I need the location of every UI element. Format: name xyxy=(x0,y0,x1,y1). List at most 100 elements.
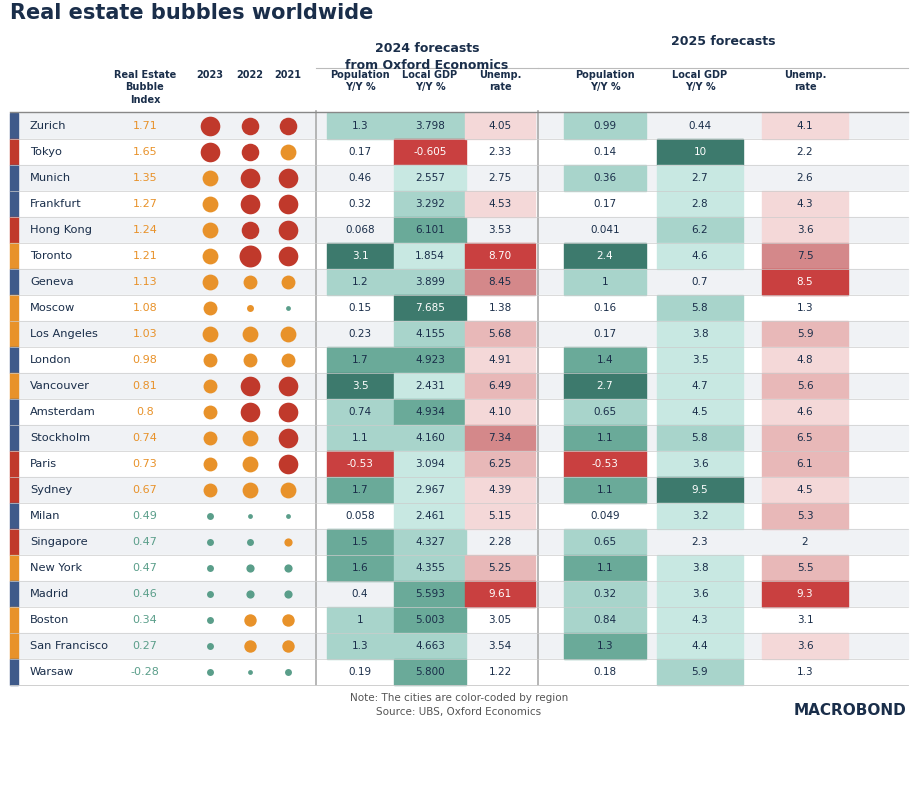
Bar xyxy=(657,477,743,503)
Text: Local GDP
Y/Y %: Local GDP Y/Y % xyxy=(402,70,457,93)
Text: 5.800: 5.800 xyxy=(415,667,445,677)
Bar xyxy=(327,399,394,425)
Point xyxy=(281,223,296,236)
Text: London: London xyxy=(30,355,72,365)
Point xyxy=(242,172,257,184)
Bar xyxy=(564,269,646,295)
Bar xyxy=(564,113,646,139)
Text: 6.2: 6.2 xyxy=(691,225,709,235)
Bar xyxy=(18,321,908,347)
Text: 0.15: 0.15 xyxy=(349,303,372,313)
Text: 2.7: 2.7 xyxy=(691,173,709,183)
Bar xyxy=(657,295,743,321)
Text: Real Estate
Bubble
Index: Real Estate Bubble Index xyxy=(114,70,176,105)
Point xyxy=(203,562,218,575)
Point xyxy=(281,640,296,653)
Text: 1.2: 1.2 xyxy=(352,277,368,287)
Text: Toronto: Toronto xyxy=(30,251,73,261)
Text: 1.3: 1.3 xyxy=(352,121,368,131)
Bar xyxy=(18,503,908,529)
Point xyxy=(203,432,218,444)
Text: 0.73: 0.73 xyxy=(132,459,157,469)
Text: 0.47: 0.47 xyxy=(132,563,158,573)
Text: 0.17: 0.17 xyxy=(593,329,617,339)
Text: Milan: Milan xyxy=(30,511,61,521)
Bar xyxy=(657,425,743,451)
Text: New York: New York xyxy=(30,563,82,573)
Bar xyxy=(10,425,18,451)
Point xyxy=(203,354,218,366)
Point xyxy=(281,198,296,211)
Text: 0.74: 0.74 xyxy=(132,433,158,443)
Bar xyxy=(18,243,908,269)
Text: 1.08: 1.08 xyxy=(132,303,157,313)
Bar xyxy=(394,399,466,425)
Bar xyxy=(18,165,908,191)
Text: 0.32: 0.32 xyxy=(349,199,372,209)
Bar xyxy=(18,555,908,581)
Text: 8.70: 8.70 xyxy=(488,251,511,261)
Point xyxy=(203,640,218,653)
Point xyxy=(203,405,218,418)
Bar xyxy=(394,373,466,399)
Point xyxy=(281,145,296,158)
Bar xyxy=(394,529,466,555)
Text: 0.058: 0.058 xyxy=(345,511,375,521)
Text: Munich: Munich xyxy=(30,173,71,183)
Point xyxy=(203,510,218,523)
Text: 4.355: 4.355 xyxy=(415,563,445,573)
Point xyxy=(203,666,218,678)
Text: 4.6: 4.6 xyxy=(691,251,709,261)
Bar xyxy=(465,581,535,607)
Text: 8.5: 8.5 xyxy=(797,277,813,287)
Bar xyxy=(465,373,535,399)
Bar xyxy=(10,295,18,321)
Bar xyxy=(564,165,646,191)
Text: 4.6: 4.6 xyxy=(797,407,813,417)
Bar xyxy=(564,555,646,581)
Text: 3.2: 3.2 xyxy=(691,511,709,521)
Point xyxy=(242,405,257,418)
Text: 0.16: 0.16 xyxy=(593,303,617,313)
Bar xyxy=(657,633,743,659)
Bar xyxy=(657,191,743,217)
Bar xyxy=(762,399,848,425)
Text: 5.003: 5.003 xyxy=(415,615,445,625)
Text: 0.041: 0.041 xyxy=(590,225,620,235)
Text: 0.46: 0.46 xyxy=(349,173,372,183)
Bar xyxy=(762,373,848,399)
Text: 2.431: 2.431 xyxy=(415,381,445,391)
Text: 0.65: 0.65 xyxy=(593,407,617,417)
Point xyxy=(203,587,218,600)
Bar xyxy=(394,581,466,607)
Point xyxy=(281,250,296,263)
Bar xyxy=(327,633,394,659)
Text: 0.84: 0.84 xyxy=(593,615,617,625)
Text: 2024 forecasts
from Oxford Economics: 2024 forecasts from Oxford Economics xyxy=(345,42,509,72)
Text: 1.24: 1.24 xyxy=(132,225,158,235)
Bar xyxy=(762,243,848,269)
Text: 3.6: 3.6 xyxy=(797,641,813,651)
Bar xyxy=(762,633,848,659)
Point xyxy=(242,457,257,470)
Bar xyxy=(394,633,466,659)
Text: 4.663: 4.663 xyxy=(415,641,445,651)
Bar xyxy=(762,425,848,451)
Point xyxy=(242,275,257,288)
Text: Warsaw: Warsaw xyxy=(30,667,74,677)
Text: 4.5: 4.5 xyxy=(691,407,709,417)
Bar xyxy=(18,607,908,633)
Text: Paris: Paris xyxy=(30,459,57,469)
Text: 0.47: 0.47 xyxy=(132,537,158,547)
Text: 5.8: 5.8 xyxy=(691,433,709,443)
Point xyxy=(203,223,218,236)
Point xyxy=(242,666,257,678)
Text: Amsterdam: Amsterdam xyxy=(30,407,95,417)
Bar xyxy=(394,321,466,347)
Text: 0.8: 0.8 xyxy=(136,407,154,417)
Bar xyxy=(18,659,908,685)
Bar xyxy=(327,113,394,139)
Point xyxy=(203,380,218,393)
Bar xyxy=(465,243,535,269)
Bar xyxy=(394,607,466,633)
